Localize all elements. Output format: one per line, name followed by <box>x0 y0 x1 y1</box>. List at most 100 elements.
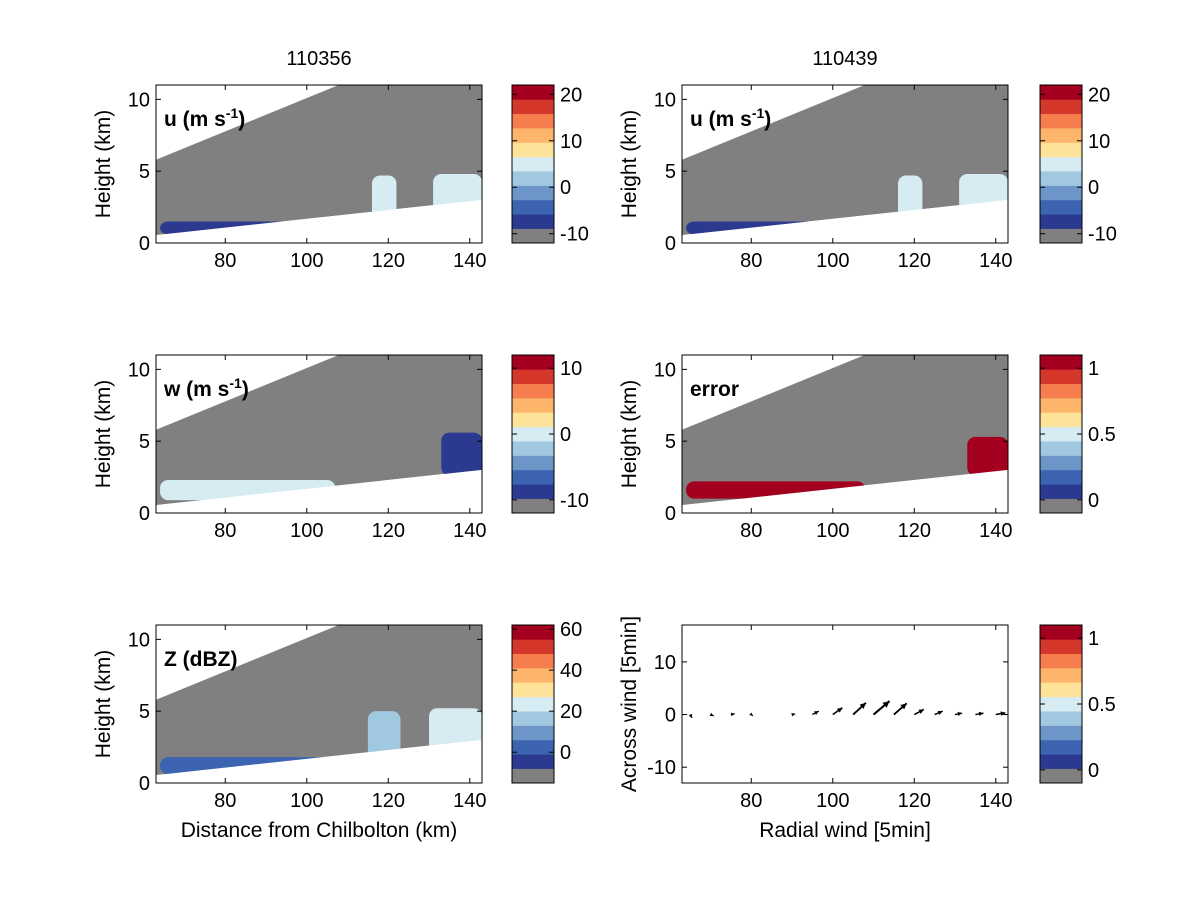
colorbar-swatch-8 <box>1040 383 1082 399</box>
x-axis-label: Radial wind [5min] <box>759 819 931 842</box>
colorbar: 10.50 <box>1039 624 1116 784</box>
colorbar-tick-label: 10 <box>560 131 582 153</box>
colorbar: 10.50 <box>1039 354 1116 514</box>
wind-arrow-head-6 <box>836 707 843 713</box>
wind-arrow-head-7 <box>859 702 866 709</box>
colorbar-swatch-5 <box>512 426 554 442</box>
y-tick-label: 0 <box>665 233 676 255</box>
colorbar-swatch-1 <box>1040 754 1082 769</box>
below-beam <box>156 739 482 783</box>
colorbar-tick-label: 60 <box>560 619 582 641</box>
below-beam <box>156 199 482 243</box>
colorbar-swatch-2 <box>1040 199 1082 215</box>
x-tick-label: 140 <box>453 520 486 542</box>
colorbar-swatch-2 <box>512 739 554 755</box>
colorbar-swatch-4 <box>1040 711 1082 726</box>
wind-arrow-head-10 <box>918 709 924 714</box>
y-tick-label: 0 <box>139 773 150 795</box>
x-tick-label: 100 <box>290 520 323 542</box>
plot-area <box>156 85 482 243</box>
wind-arrow-head-14 <box>1000 711 1006 716</box>
colorbar-swatch-4 <box>512 711 554 726</box>
axes-frame <box>155 84 483 244</box>
wind-arrow-head-5 <box>814 711 819 715</box>
y-axis-label: Height (km) <box>618 110 641 219</box>
colorbar-tick-label: 10 <box>1088 131 1110 153</box>
wind-arrow-head-3 <box>749 712 753 716</box>
colorbar-swatch-0 <box>512 228 554 244</box>
y-axis-label: Height (km) <box>92 110 115 219</box>
y-tick-label: 0 <box>665 705 676 727</box>
colorbar-tick-label: 20 <box>560 701 582 723</box>
colorbar-swatch-8 <box>512 653 554 669</box>
colorbar-swatch-6 <box>1040 142 1082 158</box>
x-tick-label: 80 <box>214 790 236 812</box>
colorbar-swatch-10 <box>512 625 554 640</box>
colorbar-swatch-7 <box>1040 668 1082 683</box>
axes-frame <box>681 84 1009 244</box>
scan-region <box>156 355 482 506</box>
y-tick-label: 10 <box>128 359 150 381</box>
y-tick-label: 5 <box>139 161 150 183</box>
colorbar-swatch-3 <box>512 455 554 471</box>
colorbar-swatch-4 <box>512 171 554 186</box>
y-tick-label: -10 <box>647 757 676 779</box>
y-tick-label: 10 <box>654 652 676 674</box>
z-plume-118 <box>367 711 401 759</box>
wind-arrow-head-13 <box>978 711 984 717</box>
x-tick-label: 120 <box>372 250 405 272</box>
x-tick-label: 120 <box>898 520 931 542</box>
colorbar-swatch-6 <box>512 682 554 698</box>
colorbar-swatch-9 <box>1040 369 1082 385</box>
colorbar-swatch-8 <box>1040 653 1082 669</box>
colorbar-swatch-0 <box>512 768 554 784</box>
panel-label: u (m s-1) <box>164 105 245 131</box>
below-beam <box>682 199 1008 243</box>
x-tick-label: 140 <box>453 790 486 812</box>
colorbar-swatch-1 <box>512 754 554 769</box>
colorbar-swatch-5 <box>512 156 554 172</box>
colorbar-swatch-8 <box>512 383 554 399</box>
x-tick-label: 140 <box>979 250 1012 272</box>
panel-label: w (m s-1) <box>163 375 249 401</box>
colorbar-swatch-9 <box>1040 639 1082 655</box>
x-tick-label: 80 <box>740 790 762 812</box>
panel-label: error <box>690 378 739 401</box>
x-axis-label: Distance from Chilbolton (km) <box>181 819 458 842</box>
colorbar: 20 10 0 -10 <box>1039 84 1117 246</box>
colorbar-swatch-5 <box>1040 156 1082 172</box>
colorbar-tick-label: 0 <box>560 424 571 446</box>
y-axis-label: Height (km) <box>618 380 641 489</box>
colorbar-swatch-6 <box>1040 682 1082 698</box>
colorbar-swatch-9 <box>1040 99 1082 115</box>
x-tick-label: 100 <box>816 520 849 542</box>
colorbar-tick-label: 20 <box>560 84 582 106</box>
colorbar-swatch-0 <box>1040 498 1082 514</box>
colorbar-tick-label: 0.5 <box>1088 694 1116 716</box>
x-tick-label: 80 <box>740 520 762 542</box>
y-tick-label: 0 <box>139 503 150 525</box>
x-tick-label: 100 <box>816 250 849 272</box>
y-axis-label: Across wind [5min] <box>618 616 641 792</box>
plot-area <box>682 85 1008 243</box>
panel-label: u (m s-1) <box>690 105 771 131</box>
colorbar-swatch-10 <box>1040 625 1082 640</box>
plot-area <box>682 355 1008 513</box>
colorbar-swatch-6 <box>512 412 554 428</box>
colorbar-swatch-6 <box>512 142 554 158</box>
below-beam <box>682 469 1008 513</box>
x-tick-label: 140 <box>453 250 486 272</box>
colorbar-frame <box>511 84 555 244</box>
x-tick-label: 80 <box>214 250 236 272</box>
colorbar-swatch-10 <box>1040 85 1082 100</box>
x-tick-label: 80 <box>740 250 762 272</box>
colorbar-swatch-10 <box>512 85 554 100</box>
colorbar-swatch-5 <box>1040 426 1082 442</box>
wind-arrow-head-8 <box>882 701 890 708</box>
x-tick-label: 140 <box>979 520 1012 542</box>
x-tick-label: 100 <box>290 790 323 812</box>
colorbar-swatch-3 <box>512 725 554 741</box>
